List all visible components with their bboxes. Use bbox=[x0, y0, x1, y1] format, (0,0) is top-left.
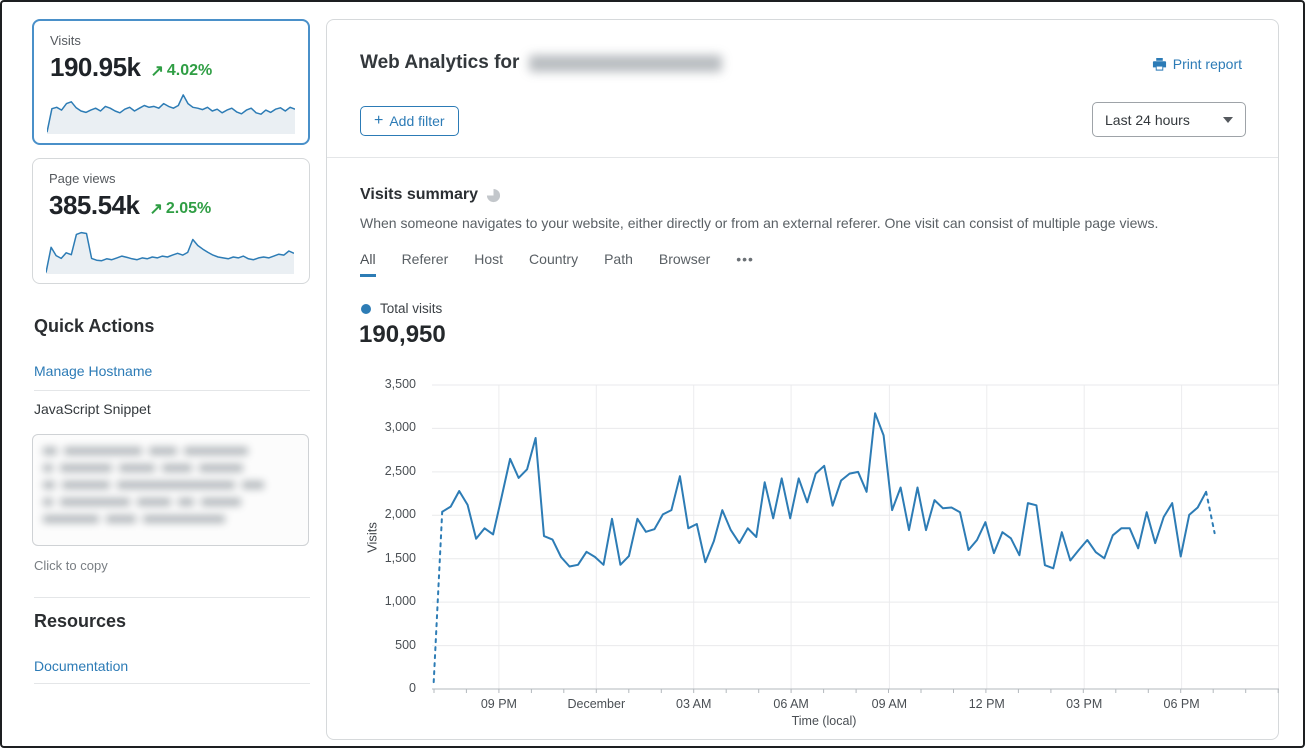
tab-all[interactable]: All bbox=[360, 251, 376, 277]
visits-card-value: 190.95k bbox=[50, 52, 141, 82]
x-tick-label: 03 PM bbox=[1066, 697, 1103, 711]
tabs-more-button[interactable]: ••• bbox=[736, 251, 754, 267]
chart-legend: Total visits bbox=[361, 301, 442, 316]
pageviews-card-label: Page views bbox=[49, 171, 116, 186]
plus-icon: + bbox=[374, 112, 384, 129]
y-tick-label: 0 bbox=[409, 681, 416, 695]
redacted-code-line bbox=[43, 515, 298, 523]
quick-actions-heading: Quick Actions bbox=[34, 316, 155, 336]
x-axis-title: Time (local) bbox=[791, 714, 857, 728]
legend-label: Total visits bbox=[380, 301, 443, 316]
x-tick-label: 09 PM bbox=[480, 697, 517, 711]
x-tick-label: 06 AM bbox=[773, 697, 809, 711]
pageviews-card-delta: ↗ 2.05% bbox=[149, 200, 212, 218]
trend-up-icon: ↗ bbox=[149, 201, 163, 218]
redacted-code-line bbox=[43, 481, 298, 489]
visits-line-chart bbox=[432, 384, 1279, 693]
x-tick-label: 09 AM bbox=[871, 697, 908, 711]
tab-country[interactable]: Country bbox=[529, 251, 579, 267]
documentation-link[interactable]: Documentation bbox=[34, 658, 129, 674]
tab-browser[interactable]: Browser bbox=[658, 251, 711, 267]
tab-host[interactable]: Host bbox=[474, 251, 504, 267]
divider bbox=[34, 597, 310, 598]
redacted-code-line bbox=[43, 447, 298, 455]
chevron-down-icon bbox=[1223, 116, 1233, 123]
y-tick-label: 3,500 bbox=[384, 377, 416, 391]
visits-sparkline-chart bbox=[47, 94, 295, 134]
y-tick-label: 1,500 bbox=[384, 550, 416, 565]
js-snippet-label: JavaScript Snippet bbox=[34, 401, 151, 417]
visits-summary-description: When someone navigates to your website, … bbox=[360, 215, 1159, 231]
pageviews-sparkline-chart bbox=[46, 231, 294, 274]
redacted-code-line bbox=[43, 464, 298, 472]
printer-icon bbox=[1152, 57, 1166, 71]
pageviews-stat-card[interactable]: Page views 385.54k ↗ 2.05% bbox=[32, 158, 310, 284]
redacted-domain bbox=[529, 54, 723, 72]
add-filter-button[interactable]: + Add filter bbox=[360, 106, 459, 136]
visits-card-delta: ↗ 4.02% bbox=[150, 62, 213, 80]
pie-chart-icon bbox=[486, 188, 501, 202]
divider bbox=[327, 157, 1278, 158]
y-tick-label: 1,000 bbox=[384, 594, 416, 609]
pageviews-card-value: 385.54k bbox=[49, 190, 140, 220]
visits-card-label: Visits bbox=[50, 33, 81, 48]
y-tick-label: 2,000 bbox=[384, 507, 416, 522]
divider bbox=[34, 390, 310, 391]
main-panel bbox=[326, 19, 1279, 740]
y-tick-label: 2,500 bbox=[384, 463, 416, 478]
js-snippet-code-box[interactable] bbox=[32, 434, 309, 546]
time-range-dropdown[interactable]: Last 24 hours bbox=[1092, 102, 1246, 137]
redacted-code-line bbox=[43, 498, 298, 506]
x-tick-label: 12 PM bbox=[968, 697, 1005, 711]
print-report-button[interactable]: Print report bbox=[1152, 56, 1242, 72]
tab-path[interactable]: Path bbox=[604, 251, 633, 267]
click-to-copy-hint: Click to copy bbox=[34, 558, 108, 573]
visits-stat-card[interactable]: Visits 190.95k ↗ 4.02% bbox=[32, 19, 310, 145]
resources-heading: Resources bbox=[34, 611, 127, 631]
tab-referer[interactable]: Referer bbox=[401, 251, 449, 267]
legend-dot-icon bbox=[361, 303, 371, 314]
x-tick-label: 03 AM bbox=[676, 697, 712, 711]
trend-up-icon: ↗ bbox=[150, 63, 164, 80]
x-tick-label: 06 PM bbox=[1163, 697, 1200, 711]
manage-hostname-link[interactable]: Manage Hostname bbox=[34, 363, 153, 379]
x-tick-label: December bbox=[567, 697, 626, 711]
y-tick-label: 3,000 bbox=[384, 420, 416, 435]
page-title: Web Analytics for bbox=[360, 52, 723, 74]
y-tick-label: 500 bbox=[395, 637, 416, 652]
divider bbox=[34, 683, 310, 684]
total-visits-value: 190,950 bbox=[359, 321, 446, 348]
visits-summary-title: Visits summary bbox=[360, 186, 501, 204]
summary-tabs: All Referer Host Country Path Browser ••• bbox=[360, 251, 754, 277]
